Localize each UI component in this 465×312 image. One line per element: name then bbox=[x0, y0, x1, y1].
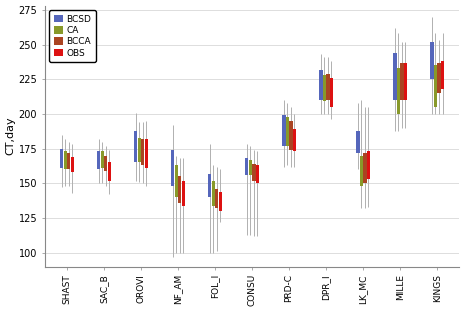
Bar bbox=[145, 139, 148, 168]
Bar bbox=[67, 153, 70, 169]
Bar bbox=[71, 157, 74, 172]
Bar bbox=[245, 158, 248, 175]
Bar bbox=[212, 181, 215, 206]
Bar bbox=[97, 151, 100, 169]
Legend: BCSD, CA, BCCA, OBS: BCSD, CA, BCCA, OBS bbox=[49, 10, 96, 62]
Bar bbox=[174, 165, 178, 197]
Bar bbox=[404, 63, 407, 100]
Bar bbox=[256, 165, 259, 183]
Bar bbox=[215, 189, 219, 208]
Bar bbox=[363, 153, 366, 183]
Bar bbox=[393, 53, 397, 100]
Bar bbox=[356, 131, 359, 153]
Bar bbox=[367, 151, 370, 179]
Bar bbox=[330, 78, 333, 107]
Bar bbox=[430, 42, 434, 79]
Bar bbox=[219, 192, 222, 211]
Bar bbox=[434, 66, 437, 107]
Y-axis label: CT,day: CT,day bbox=[6, 117, 15, 155]
Bar bbox=[134, 131, 137, 163]
Bar bbox=[107, 163, 111, 181]
Bar bbox=[360, 156, 363, 186]
Bar bbox=[100, 151, 104, 168]
Bar bbox=[60, 149, 63, 168]
Bar bbox=[141, 139, 145, 165]
Bar bbox=[282, 115, 286, 146]
Bar bbox=[323, 75, 326, 101]
Bar bbox=[104, 156, 107, 171]
Bar bbox=[64, 151, 67, 169]
Bar bbox=[286, 117, 289, 146]
Bar bbox=[441, 61, 444, 89]
Bar bbox=[289, 121, 292, 150]
Bar bbox=[293, 129, 296, 151]
Bar bbox=[252, 164, 255, 181]
Bar bbox=[171, 150, 174, 186]
Bar bbox=[208, 173, 212, 197]
Bar bbox=[178, 176, 181, 203]
Bar bbox=[249, 160, 252, 175]
Bar bbox=[326, 74, 330, 100]
Bar bbox=[437, 63, 441, 93]
Bar bbox=[182, 181, 185, 206]
Bar bbox=[138, 138, 141, 163]
Bar bbox=[400, 63, 404, 100]
Bar bbox=[319, 70, 323, 100]
Bar bbox=[397, 68, 400, 114]
